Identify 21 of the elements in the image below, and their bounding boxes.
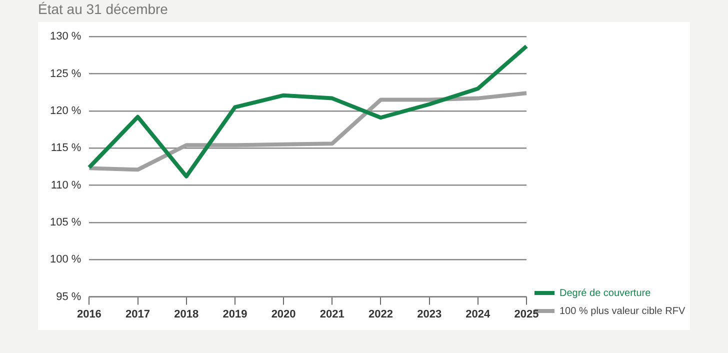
y-tick-label: 125 % bbox=[50, 68, 82, 80]
y-tick-label: 110 % bbox=[50, 179, 82, 192]
x-tick-label: 2018 bbox=[174, 308, 199, 320]
x-tick-label: 2025 bbox=[514, 308, 539, 320]
y-tick-label: 115 % bbox=[50, 142, 82, 154]
y-tick-label: 130 % bbox=[50, 30, 82, 43]
x-tick-label: 2019 bbox=[222, 308, 248, 320]
legend-label: 100 % plus valeur cible RFV bbox=[560, 306, 686, 317]
x-tick-label: 2021 bbox=[320, 308, 344, 320]
chart-title: État au 31 décembre bbox=[38, 0, 168, 18]
y-tick-label: 95 % bbox=[56, 290, 82, 303]
legend-label: Degré de couverture bbox=[560, 288, 652, 299]
y-tick-label: 105 % bbox=[50, 216, 82, 228]
x-tick-label: 2024 bbox=[466, 308, 492, 320]
x-tick-label: 2016 bbox=[76, 308, 102, 320]
x-tick-label: 2022 bbox=[368, 308, 393, 320]
x-tick-label: 2020 bbox=[271, 308, 296, 320]
y-tick-label: 100 % bbox=[50, 254, 82, 266]
y-tick-label: 120 % bbox=[50, 104, 82, 117]
x-tick-label: 2023 bbox=[417, 308, 442, 320]
x-tick-label: 2017 bbox=[126, 308, 150, 320]
